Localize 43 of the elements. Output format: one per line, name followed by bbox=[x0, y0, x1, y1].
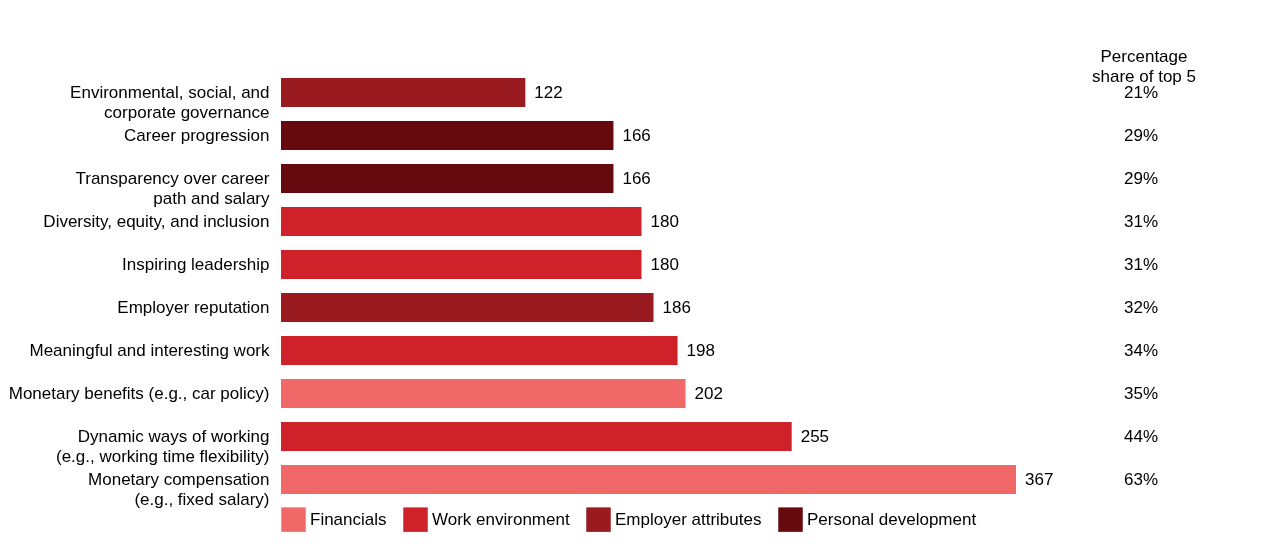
data-label: 166 bbox=[622, 168, 651, 188]
y-tick-label: Employer reputation bbox=[117, 297, 270, 317]
legend-label: Employer attributes bbox=[615, 509, 762, 529]
bar bbox=[281, 292, 654, 323]
legend-label: Work environment bbox=[432, 509, 570, 529]
data-label: 198 bbox=[686, 340, 715, 360]
bar bbox=[281, 163, 614, 194]
bar bbox=[281, 421, 792, 452]
y-tick-label: Monetary benefits (e.g., car policy) bbox=[8, 383, 270, 403]
data-label: 122 bbox=[534, 82, 563, 102]
data-label: 367 bbox=[1025, 469, 1054, 489]
bar bbox=[281, 206, 642, 237]
text: 29% bbox=[1123, 125, 1159, 145]
bar bbox=[281, 378, 686, 409]
y-tick-label: Career progression bbox=[123, 125, 270, 145]
data-label: 186 bbox=[662, 297, 691, 317]
text: 31% bbox=[1123, 211, 1159, 231]
data-label: 202 bbox=[694, 383, 723, 403]
legend-label: Financials bbox=[310, 509, 387, 529]
data-label: 180 bbox=[650, 211, 679, 231]
y-tick-label: Environmental, social, and corporate governance bbox=[70, 82, 270, 122]
data-label: 166 bbox=[622, 125, 651, 145]
y-tick-label: Meaningful and interesting work bbox=[29, 340, 270, 360]
text: 63% bbox=[1123, 469, 1159, 489]
text: 31% bbox=[1123, 254, 1159, 274]
y-tick-label: Inspiring leadership bbox=[122, 254, 270, 274]
legend-label: Personal development bbox=[807, 509, 977, 529]
text: 34% bbox=[1123, 340, 1159, 360]
bar bbox=[281, 77, 526, 108]
text: 32% bbox=[1123, 297, 1159, 317]
y-tick-label: Monetary compensation (e.g., fixed salary) bbox=[88, 469, 270, 509]
y-tick-label: Transparency over career path and salary bbox=[75, 168, 270, 208]
bar bbox=[281, 464, 1016, 495]
data-label: 255 bbox=[800, 426, 830, 446]
y-tick-label: Dynamic ways of working (e.g., working time flexibility) bbox=[55, 426, 270, 466]
bar bbox=[281, 249, 642, 280]
text: 35% bbox=[1123, 383, 1159, 403]
bar bbox=[281, 120, 614, 151]
bar bbox=[281, 335, 678, 366]
data-label: 180 bbox=[650, 254, 679, 274]
text: 44% bbox=[1123, 426, 1159, 446]
y-tick-label: Diversity, equity, and inclusion bbox=[43, 211, 270, 231]
text: 29% bbox=[1123, 168, 1159, 188]
